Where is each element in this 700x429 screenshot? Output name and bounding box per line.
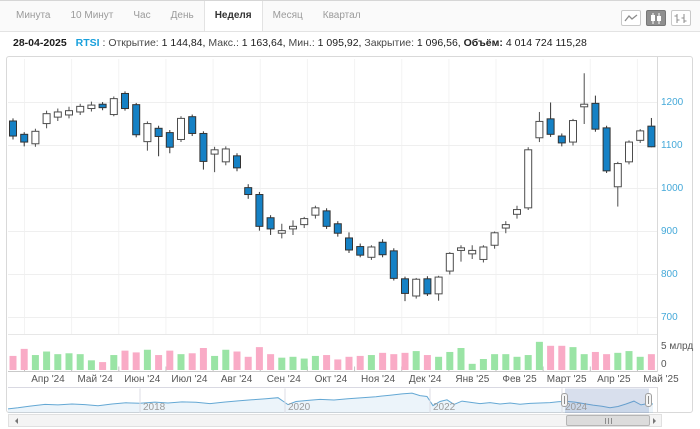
- info-item-label: Мин.:: [288, 37, 318, 49]
- ohlc-values: Открытие: 1 144,84, Макс.: 1 163,64, Мин…: [108, 37, 586, 49]
- symbol-separator: :: [99, 37, 109, 49]
- info-item-label: Закрытие:: [364, 37, 417, 49]
- timeframe-tab[interactable]: Квартал: [322, 10, 361, 21]
- x-axis-month-label: Март '25: [546, 374, 587, 385]
- timeframe-tab[interactable]: Месяц: [272, 10, 303, 21]
- timeframe-tab[interactable]: Неделя: [203, 1, 263, 31]
- y-axis-divider-navigator: [657, 387, 658, 413]
- info-item-value: 1 095,92,: [317, 37, 365, 49]
- x-axis-month-label: Май '25: [643, 374, 679, 385]
- y-axis-tick-label: 1100: [661, 139, 683, 151]
- volume-axis-zero-label: 0: [661, 359, 667, 370]
- timeframe-toolbar: Минута 10 Минут Час День Неделя Месяц Квартал: [0, 1, 700, 32]
- scrollbar-left-arrow-button[interactable]: [9, 415, 22, 426]
- timeframe-tab[interactable]: 10 Минут: [70, 10, 114, 21]
- x-axis-month-label: Июн '24: [124, 374, 161, 385]
- info-item-label: Макс.:: [208, 37, 242, 49]
- right-arrow-icon: [652, 417, 659, 424]
- scrollbar-thumb[interactable]: [566, 415, 650, 426]
- y-axis-tick-label: 800: [661, 268, 678, 280]
- y-axis-divider: [657, 57, 658, 372]
- x-axis-month-label: Апр '25: [597, 374, 631, 385]
- navigator-left-handle[interactable]: [561, 393, 568, 407]
- info-item-label: Открытие:: [108, 37, 162, 49]
- chart-type-switcher: [621, 10, 691, 26]
- scrollbar-right-arrow-button[interactable]: [648, 415, 661, 426]
- ohlc-icon: [674, 13, 687, 23]
- symbol-label: RTSI: [75, 37, 100, 49]
- x-axis-month-label: Окт '24: [314, 374, 348, 385]
- navigator-year-label: 2024: [565, 402, 588, 413]
- y-axis-tick-label: 1000: [661, 182, 684, 194]
- ohlc-info-bar: 28-04-2025 RTSI : Открытие: 1 144,84, Ма…: [13, 37, 696, 53]
- x-axis-month-label: Апр '24: [31, 374, 65, 385]
- current-date: 28-04-2025: [13, 37, 67, 49]
- x-axis-month-label: Май '24: [77, 374, 113, 385]
- y-axis-tick-label: 900: [661, 225, 678, 237]
- candlestick-icon-button[interactable]: [646, 10, 666, 26]
- line-chart-icon: [624, 13, 638, 21]
- line-chart-icon-button[interactable]: [621, 10, 641, 26]
- navigator-year-label: 2020: [288, 402, 311, 413]
- x-axis-month-label: Авг '24: [220, 374, 253, 385]
- navigator-right-handle[interactable]: [645, 393, 652, 407]
- x-axis-month-label: Янв '25: [455, 374, 490, 385]
- info-item-label: Объём:: [463, 37, 506, 49]
- timeframe-tab[interactable]: День: [170, 10, 194, 21]
- chart-panel[interactable]: [6, 56, 693, 413]
- timeframe-tab[interactable]: Час: [133, 10, 151, 21]
- y-axis-tick-label: 700: [661, 311, 678, 323]
- x-axis-month-label: Дек '24: [408, 374, 442, 385]
- y-axis-tick-label: 1200: [661, 96, 684, 108]
- navigator-year-label: 2018: [143, 402, 166, 413]
- x-axis-month-label: Сен '24: [266, 374, 301, 385]
- navigator-year-label: 2022: [433, 402, 456, 413]
- info-item-value: 1 163,64,: [241, 37, 289, 49]
- left-arrow-icon: [12, 417, 18, 424]
- timeframe-tab[interactable]: Минута: [16, 10, 51, 21]
- scrollbar-track[interactable]: [8, 414, 662, 427]
- candlestick-icon: [651, 12, 661, 24]
- x-axis-month-label: Фев '25: [502, 374, 537, 385]
- info-item-value: 1 144,84,: [161, 37, 209, 49]
- info-item-value: 1 096,56,: [416, 37, 464, 49]
- ohlc-icon-button[interactable]: [671, 10, 691, 26]
- x-axis-month-label: Ноя '24: [361, 374, 396, 385]
- info-item-value: 4 014 724 115,28: [505, 37, 587, 49]
- volume-axis-max-label: 5 млрд: [661, 341, 694, 352]
- x-axis-month-label: Июл '24: [171, 374, 208, 385]
